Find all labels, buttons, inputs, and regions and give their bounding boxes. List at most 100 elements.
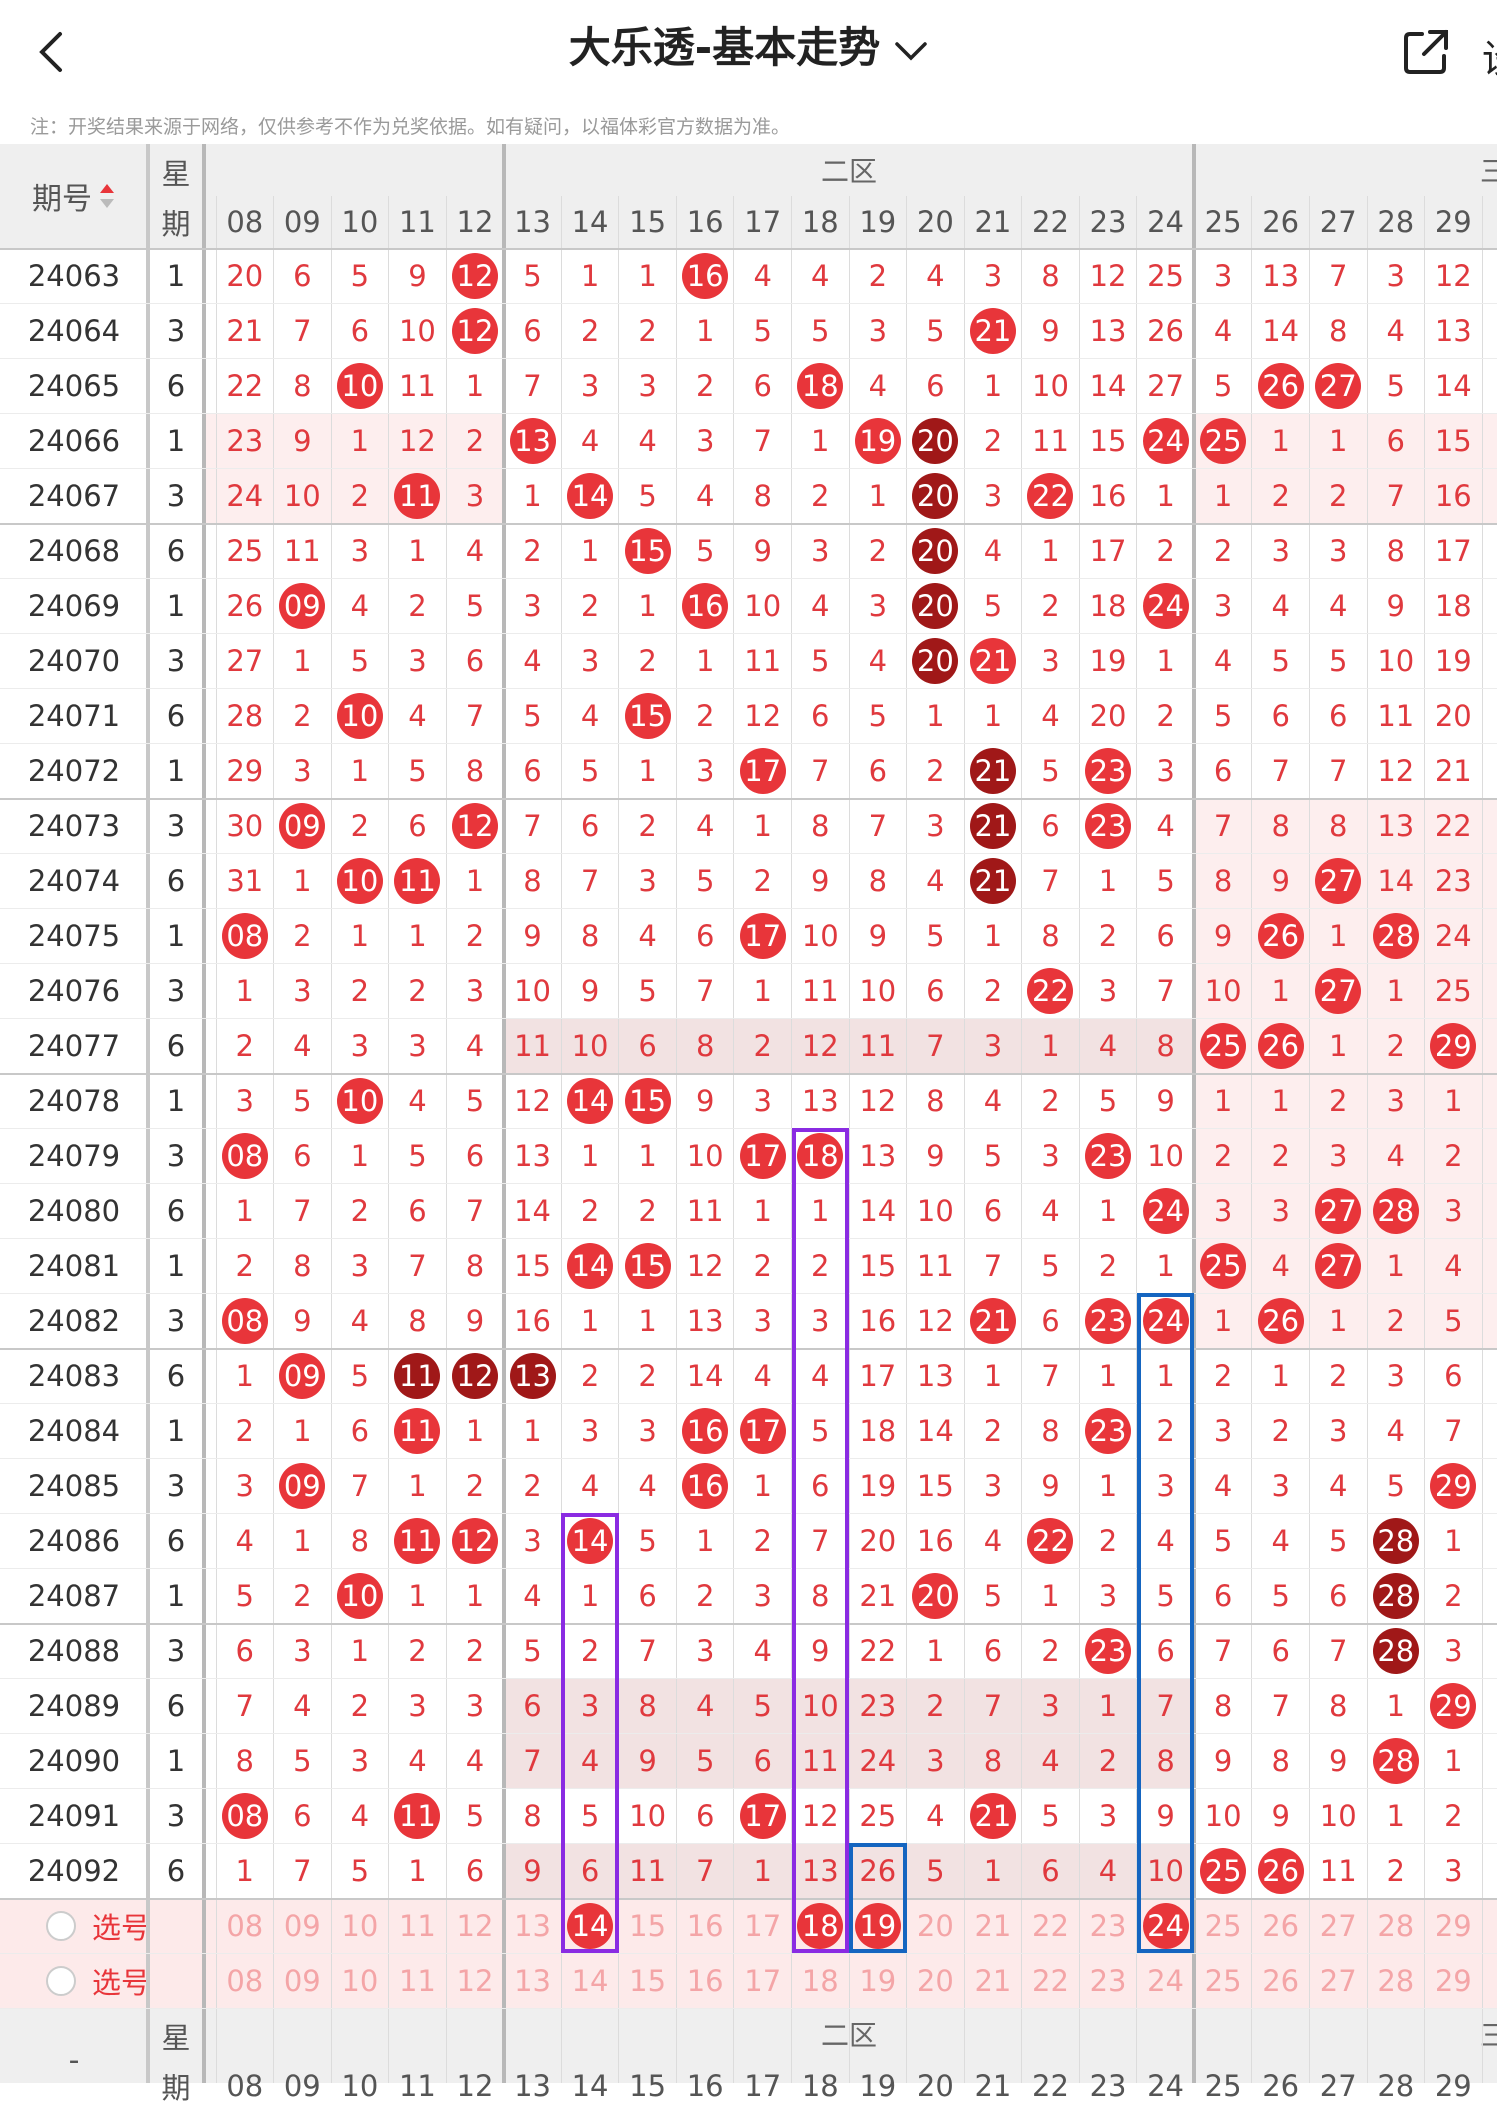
select-cell[interactable]: 23 bbox=[1079, 1953, 1137, 2008]
miss-number: 5 bbox=[926, 1853, 945, 1888]
column-header: 26 bbox=[1262, 205, 1300, 239]
settings-label-cut[interactable]: 设 bbox=[1482, 28, 1497, 83]
select-cell[interactable]: 19 bbox=[849, 1953, 907, 2008]
select-cell[interactable]: 24 bbox=[1137, 1953, 1195, 2008]
ball-number: 10 bbox=[336, 1077, 383, 1124]
select-cell[interactable]: 22 bbox=[1022, 1898, 1080, 1953]
radio-circle[interactable] bbox=[46, 1910, 76, 1941]
selected-ball[interactable]: 24 bbox=[1142, 1902, 1189, 1949]
select-cell[interactable]: 25 bbox=[1194, 1898, 1252, 1953]
share-external-icon[interactable] bbox=[1400, 26, 1452, 78]
select-cell[interactable]: 17 bbox=[734, 1953, 792, 2008]
miss-count: 12 bbox=[792, 1788, 850, 1843]
select-cell[interactable]: 26 bbox=[1252, 1898, 1310, 1953]
select-cell[interactable]: 10 bbox=[331, 1898, 389, 1953]
chevron-left-icon[interactable] bbox=[30, 28, 78, 76]
select-cell[interactable]: 10 bbox=[331, 1953, 389, 2008]
select-cell[interactable]: 20 bbox=[907, 1898, 965, 1953]
select-cell[interactable]: 08 bbox=[216, 1898, 274, 1953]
hit-ball: 27 bbox=[1309, 1238, 1367, 1293]
miss-number: 1 bbox=[753, 1468, 772, 1503]
miss-count: 5 bbox=[216, 1568, 274, 1623]
select-cell[interactable]: 17 bbox=[734, 1898, 792, 1953]
select-cell[interactable]: 11 bbox=[389, 1898, 447, 1953]
hit-ball: 11 bbox=[389, 1513, 447, 1568]
select-cell[interactable]: 29 bbox=[1425, 1898, 1483, 1953]
miss-count: 9 bbox=[504, 1843, 562, 1898]
selected-ball[interactable]: 18 bbox=[797, 1902, 844, 1949]
select-cell[interactable]: 15 bbox=[619, 1898, 677, 1953]
select-cell[interactable]: 14 bbox=[561, 1953, 619, 2008]
select-cell[interactable]: 22 bbox=[1022, 1953, 1080, 2008]
miss-count: 2 bbox=[446, 1458, 504, 1513]
grid-vline bbox=[330, 196, 332, 2083]
miss-count: 4 bbox=[1367, 1403, 1425, 1458]
select-cell[interactable]: 13 bbox=[504, 1953, 562, 2008]
selected-ball[interactable]: 19 bbox=[854, 1902, 901, 1949]
miss-number: 1 bbox=[983, 368, 1003, 403]
miss-count: 10 bbox=[849, 963, 907, 1018]
select-cell[interactable]: 09 bbox=[274, 1898, 332, 1953]
select-cell[interactable]: 27 bbox=[1309, 1953, 1367, 2008]
select-cell[interactable]: 18 bbox=[792, 1898, 850, 1953]
miss-count: 8 bbox=[1194, 853, 1252, 908]
page-title[interactable]: 大乐透-基本走势 bbox=[0, 18, 1497, 78]
miss-number: 6 bbox=[523, 313, 542, 348]
select-cell[interactable]: 13 bbox=[504, 1898, 562, 1953]
select-cell[interactable]: 19 bbox=[849, 1898, 907, 1953]
select-cell[interactable]: 16 bbox=[676, 1953, 734, 2008]
select-cell[interactable]: 20 bbox=[907, 1953, 965, 2008]
select-cell[interactable]: 11 bbox=[389, 1953, 447, 2008]
select-cell[interactable]: 24 bbox=[1137, 1898, 1195, 1953]
miss-number: 8 bbox=[1213, 863, 1233, 898]
miss-number: 1 bbox=[983, 1853, 1003, 1888]
miss-count: 11 bbox=[1367, 688, 1425, 743]
select-cell[interactable]: 08 bbox=[216, 1953, 274, 2008]
select-cell[interactable]: 15 bbox=[619, 1953, 677, 2008]
select-cell[interactable]: 23 bbox=[1079, 1898, 1137, 1953]
miss-number: 1 bbox=[1328, 918, 1348, 953]
select-number-toggle[interactable]: 选号 bbox=[46, 1898, 150, 1953]
week-cell: 6 bbox=[166, 1688, 186, 1723]
select-cell[interactable]: 28 bbox=[1367, 1898, 1425, 1953]
miss-count: 2 bbox=[389, 578, 447, 633]
miss-number: 7 bbox=[293, 1853, 312, 1888]
select-cell[interactable]: 14 bbox=[561, 1898, 619, 1953]
miss-number: 29 bbox=[226, 753, 264, 788]
select-number-toggle[interactable]: 选号 bbox=[46, 1953, 150, 2008]
select-cell[interactable]: 12 bbox=[446, 1898, 504, 1953]
sort-icon[interactable] bbox=[98, 181, 116, 211]
select-cell[interactable]: 29 bbox=[1425, 1953, 1483, 2008]
miss-number: 5 bbox=[465, 1083, 485, 1118]
chevron-down-icon[interactable] bbox=[894, 40, 928, 62]
grid-vline bbox=[675, 196, 677, 2083]
miss-number: 4 bbox=[1041, 1193, 1060, 1228]
select-number: 18 bbox=[801, 1963, 839, 1998]
select-cell[interactable]: 28 bbox=[1367, 1953, 1425, 2008]
select-cell[interactable]: 12 bbox=[446, 1953, 504, 2008]
select-cell[interactable]: 26 bbox=[1252, 1953, 1310, 2008]
miss-count: 8 bbox=[619, 1678, 677, 1733]
select-cell[interactable]: 25 bbox=[1194, 1953, 1252, 2008]
select-cell[interactable]: 21 bbox=[964, 1898, 1022, 1953]
miss-count: 10 bbox=[1137, 1128, 1195, 1183]
miss-number: 1 bbox=[983, 1358, 1003, 1393]
miss-number: 2 bbox=[465, 423, 485, 458]
selected-ball[interactable]: 14 bbox=[567, 1902, 614, 1949]
miss-count: 9 bbox=[504, 908, 562, 963]
miss-count: 1 bbox=[216, 1183, 274, 1238]
select-cell[interactable]: 18 bbox=[792, 1953, 850, 2008]
miss-number: 11 bbox=[283, 533, 321, 568]
select-number: 28 bbox=[1377, 1908, 1415, 1943]
period-cell: 24076 bbox=[27, 973, 121, 1008]
radio-circle[interactable] bbox=[46, 1965, 76, 1996]
miss-number: 1 bbox=[293, 863, 312, 898]
select-cell[interactable]: 16 bbox=[676, 1898, 734, 1953]
select-cell[interactable]: 21 bbox=[964, 1953, 1022, 2008]
miss-number: 4 bbox=[580, 698, 600, 733]
ball-number: 24 bbox=[1142, 582, 1189, 629]
period-header[interactable]: 期号 bbox=[0, 144, 148, 248]
select-cell[interactable]: 09 bbox=[274, 1953, 332, 2008]
select-cell[interactable]: 27 bbox=[1309, 1898, 1367, 1953]
table-row-bg bbox=[0, 688, 1497, 743]
